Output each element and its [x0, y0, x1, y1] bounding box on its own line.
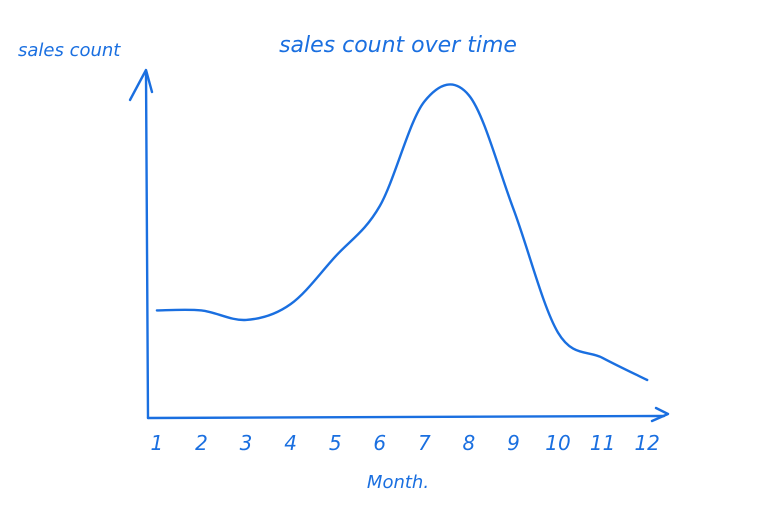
y-axis-label: sales count — [18, 40, 121, 61]
x-tick-label: 6 — [373, 431, 386, 455]
x-tick-labels: 1 2 3 4 5 6 7 8 9 10 11 12 — [151, 431, 660, 455]
x-tick-label: 11 — [590, 431, 615, 455]
x-axis-arrowhead — [650, 406, 670, 423]
chart-title: sales count over time — [279, 33, 517, 58]
y-axis-line — [144, 70, 150, 420]
x-axis-line — [146, 414, 666, 420]
x-axis-label: Month. — [367, 472, 429, 493]
x-tick-label: 12 — [634, 431, 659, 455]
x-tick-label: 3 — [240, 431, 253, 455]
x-tick-label: 4 — [284, 431, 297, 455]
x-tick-label: 1 — [151, 431, 164, 455]
x-tick-label: 10 — [545, 431, 570, 455]
x-tick-label: 2 — [195, 431, 208, 455]
x-tick-label: 8 — [463, 431, 476, 455]
x-tick-label: 7 — [418, 431, 431, 455]
sales-count-line — [155, 83, 649, 382]
x-tick-label: 9 — [507, 431, 520, 455]
y-axis-arrowhead — [128, 68, 154, 102]
x-tick-label: 5 — [329, 431, 342, 455]
